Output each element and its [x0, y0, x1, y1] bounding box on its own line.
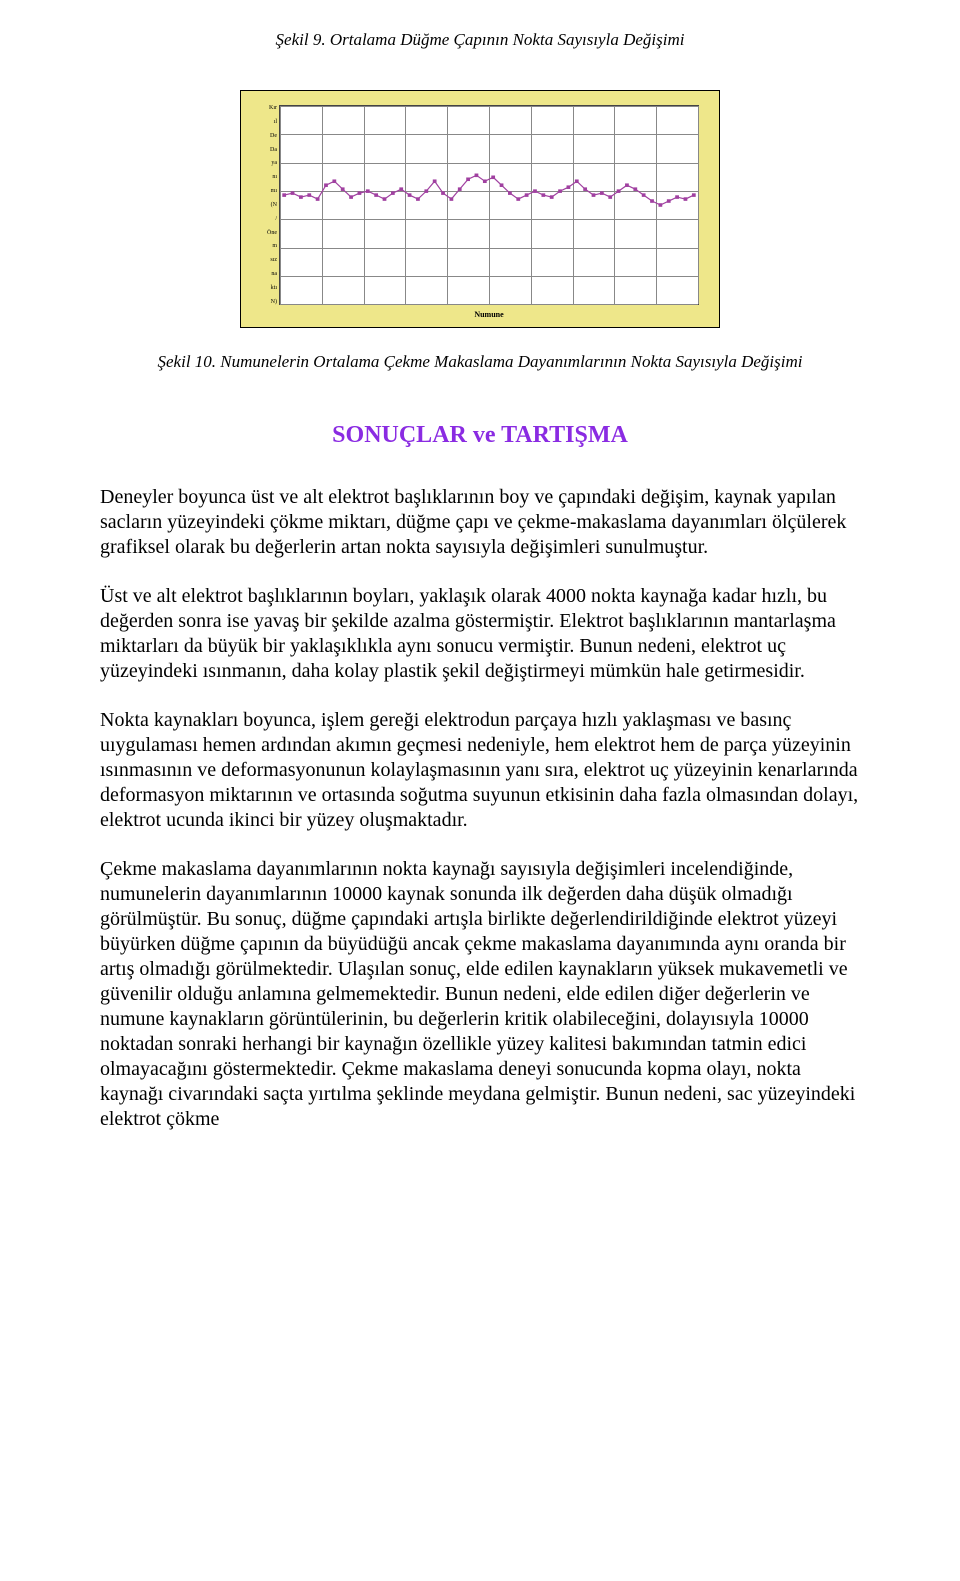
series-marker: [449, 197, 453, 201]
y-tick-label: mı: [255, 188, 277, 194]
series-line: [284, 175, 694, 205]
y-tick-label: ıl: [255, 119, 277, 125]
paragraph-3: Nokta kaynakları boyunca, işlem gereği e…: [100, 708, 860, 833]
series-marker: [575, 179, 579, 183]
y-tick-label: /: [255, 216, 277, 222]
series-marker: [675, 195, 679, 199]
series-marker: [642, 193, 646, 197]
y-tick-label: Öne: [255, 230, 277, 236]
series-marker: [567, 185, 571, 189]
chart-row: Kır ıl De Da ya nı mı (N / Öne m sız na ktı N): [255, 105, 705, 305]
series-marker: [349, 195, 353, 199]
series-marker: [608, 195, 612, 199]
v-gridline: [698, 106, 699, 304]
series-marker: [525, 193, 529, 197]
series-marker: [550, 195, 554, 199]
series-marker: [341, 187, 345, 191]
series-marker: [491, 175, 495, 179]
y-axis-labels: Kır ıl De Da ya nı mı (N / Öne m sız na ktı N): [255, 105, 279, 305]
chart-container: Kır ıl De Da ya nı mı (N / Öne m sız na ktı N) Numune: [240, 90, 720, 328]
series-marker: [692, 193, 696, 197]
y-tick-label: ya: [255, 160, 277, 166]
series-marker: [374, 193, 378, 197]
series-marker: [625, 183, 629, 187]
paragraph-1: Deneyler boyunca üst ve alt elektrot baş…: [100, 485, 860, 560]
series-marker: [516, 197, 520, 201]
y-tick-label: N): [255, 299, 277, 305]
series-marker: [500, 183, 504, 187]
series-marker: [558, 189, 562, 193]
y-tick-label: nı: [255, 174, 277, 180]
series-marker: [475, 174, 479, 178]
figure-10-caption: Şekil 10. Numunelerin Ortalama Çekme Mak…: [100, 352, 860, 372]
series-marker: [658, 203, 662, 207]
y-tick-label: Kır: [255, 105, 277, 111]
figure-9-caption: Şekil 9. Ortalama Düğme Çapının Nokta Sa…: [100, 30, 860, 50]
paragraph-4: Çekme makaslama dayanımlarının nokta kay…: [100, 857, 860, 1132]
series-marker: [600, 191, 604, 195]
series-marker: [441, 191, 445, 195]
chart-series-svg: [280, 106, 698, 304]
series-marker: [617, 189, 621, 193]
y-tick-label: sız: [255, 257, 277, 263]
series-marker: [408, 193, 412, 197]
series-marker: [667, 199, 671, 203]
series-marker: [541, 193, 545, 197]
series-marker: [533, 189, 537, 193]
series-marker: [592, 193, 596, 197]
series-marker: [633, 187, 637, 191]
y-tick-label: Da: [255, 147, 277, 153]
y-tick-label: ktı: [255, 285, 277, 291]
x-axis-labels: [279, 305, 699, 308]
series-marker: [307, 193, 311, 197]
series-marker: [332, 179, 336, 183]
series-marker: [508, 191, 512, 195]
series-marker: [684, 197, 688, 201]
series-marker: [424, 189, 428, 193]
series-marker: [583, 187, 587, 191]
y-tick-label: m: [255, 243, 277, 249]
series-marker: [316, 197, 320, 201]
plot-area: [279, 105, 699, 305]
h-gridline: [280, 304, 698, 305]
series-marker: [366, 189, 370, 193]
y-tick-label: De: [255, 133, 277, 139]
series-marker: [299, 195, 303, 199]
series-marker: [433, 179, 437, 183]
series-marker: [383, 197, 387, 201]
section-heading: SONUÇLAR ve TARTIŞMA: [100, 422, 860, 449]
series-marker: [358, 191, 362, 195]
series-marker: [291, 191, 295, 195]
series-marker: [466, 177, 470, 181]
paragraph-2: Üst ve alt elektrot başlıklarının boylar…: [100, 584, 860, 684]
series-marker: [650, 199, 654, 203]
y-tick-label: (N: [255, 202, 277, 208]
series-marker: [458, 187, 462, 191]
series-marker: [483, 179, 487, 183]
x-axis-title: Numune: [279, 310, 699, 319]
series-marker: [282, 193, 286, 197]
y-tick-label: na: [255, 271, 277, 277]
series-marker: [416, 197, 420, 201]
series-marker: [399, 187, 403, 191]
series-marker: [324, 183, 328, 187]
series-marker: [391, 191, 395, 195]
